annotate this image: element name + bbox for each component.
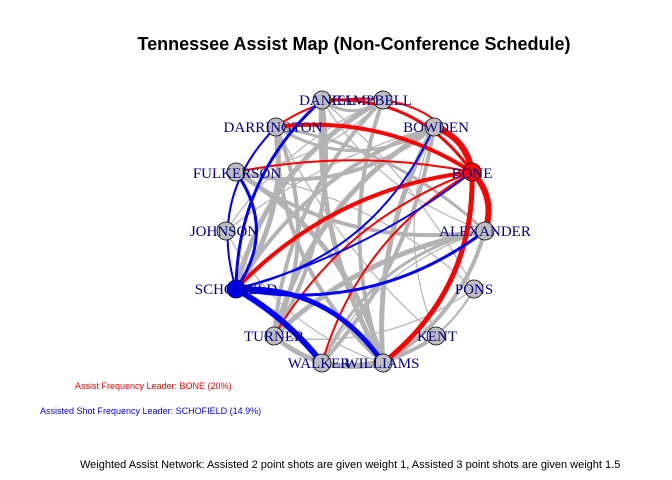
edge-schofield-fulkerson [234,170,258,291]
shot-leader-note: Assisted Shot Frequency Leader: SCHOFIEL… [40,406,261,416]
edge-schofield-walker [233,286,325,366]
edge-bowden-kent [413,126,437,337]
edge-schofield-bowden [235,126,435,290]
node-layer [216,90,495,373]
node-williams [373,353,393,373]
edge-alexander-walker [320,229,487,365]
node-label-johnson: JOHNSON [190,224,259,240]
node-daniel [312,90,332,110]
node-label-darrington: DARRINGTON [224,120,323,136]
node-label-bowden: BOWDEN [403,120,469,136]
node-kent [426,326,446,346]
node-campbell [373,90,393,110]
edge-schofield-daniel [234,98,324,291]
edge-darrington-bowden [274,125,436,153]
edge-schofield-campbell [233,97,386,292]
node-label-williams: WILLIAMS [345,356,420,372]
edge-fulkerson-alexander [234,170,487,238]
edge-bone-williams [380,169,475,366]
node-bone [462,162,482,182]
edge-alexander-williams [381,229,487,365]
network-caption: Weighted Assist Network: Assisted 2 poin… [80,459,620,471]
node-darrington [266,117,286,137]
edge-alexander-turner [271,228,488,339]
node-label-turner: TURNER [244,329,304,345]
node-label-bone: BONE [452,166,493,182]
node-turner [264,326,284,346]
node-pons [464,279,484,299]
node-bowden [424,117,444,137]
node-label-pons: PONS [455,282,493,298]
edge-bowden-walker [320,125,436,365]
node-walker [312,353,332,373]
node-alexander [475,221,495,241]
edge-bone-fulkerson [235,159,473,173]
node-label-walker: WALKER [288,356,351,372]
edge-bone-walker [321,171,473,364]
edge-fulkerson-pons [235,171,475,290]
edge-daniel-alexander [321,99,486,232]
edge-daniel-williams [318,97,386,366]
node-label-alexander: ALEXANDER [439,224,531,240]
edge-bone-schofield [234,170,474,291]
figure-title: Tennessee Assist Map (Non-Conference Sch… [137,34,570,54]
node-label-kent: KENT [417,329,457,345]
edge-johnson-bowden [225,126,435,232]
node-label-schofield: SCHOFIELD [195,282,278,298]
node-label-daniel: DANIEL [299,93,355,109]
node-label-fulkerson: FULKERSON [193,166,282,182]
node-fulkerson [226,162,246,182]
edge-schofield-darrington [226,126,277,290]
edge-bone-turner [273,171,473,337]
node-label-campbell: CAMPBELL [332,93,412,109]
node-johnson [216,221,236,241]
edge-schofield-williams [233,286,386,366]
edge-schofield-alexander [234,229,487,297]
edge-bone-darrington [274,122,474,174]
assist-leader-note: Assist Frequency Leader: BONE (20%) [75,381,232,391]
node-schofield [226,279,246,299]
